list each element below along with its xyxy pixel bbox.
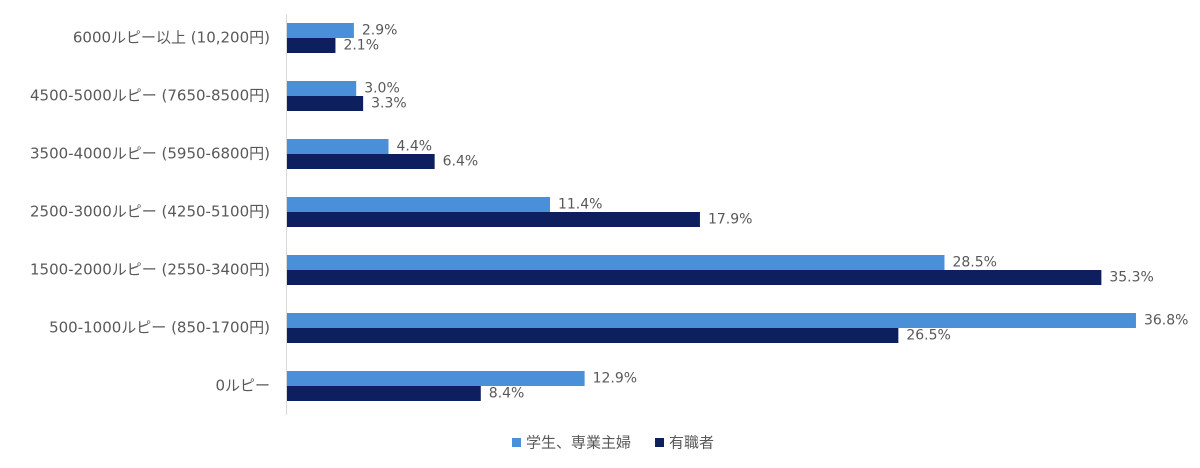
y-tick-label: 2500-3000ルピー (4250-5100円) [30,203,270,221]
bar [287,38,336,53]
y-tick-label: 4500-5000ルピー (7650-8500円) [30,87,270,105]
value-label: 11.4% [558,197,602,213]
legend-swatch [512,438,521,447]
bar [287,270,1102,285]
bar [287,81,357,96]
bar [287,212,700,227]
value-label: 8.4% [489,386,525,402]
value-label: 2.1% [343,38,379,54]
value-label: 6.4% [443,154,479,170]
value-label: 2.9% [362,23,398,39]
value-label: 26.5% [906,328,950,344]
bar [287,313,1136,328]
bar [287,328,899,343]
value-label: 4.4% [397,139,433,155]
legend-swatch [655,438,665,447]
y-tick-label: 3500-4000ルピー (5950-6800円) [30,145,270,163]
bar [287,386,481,401]
bar [287,371,585,386]
bar [287,139,389,154]
value-label: 36.8% [1144,313,1188,329]
y-tick-label: 500-1000ルピー (850-1700円) [49,319,270,337]
value-label: 28.5% [952,255,996,271]
y-tick-label: 0ルピー [215,377,270,395]
value-label: 17.9% [708,212,752,228]
value-label: 3.3% [371,96,407,112]
bar [287,197,550,212]
bar [287,23,354,38]
y-tick-label: 1500-2000ルピー (2550-3400円) [30,261,270,279]
bar [287,255,945,270]
y-tick-label: 6000ルピー以上 (10,200円) [73,29,270,47]
bar [287,96,364,111]
legend-label: 有職者 [669,434,714,452]
legend-label: 学生、専業主婦 [526,434,631,452]
value-label: 35.3% [1109,270,1153,286]
bar [287,154,435,169]
value-label: 3.0% [364,81,400,97]
value-label: 12.9% [593,371,637,387]
